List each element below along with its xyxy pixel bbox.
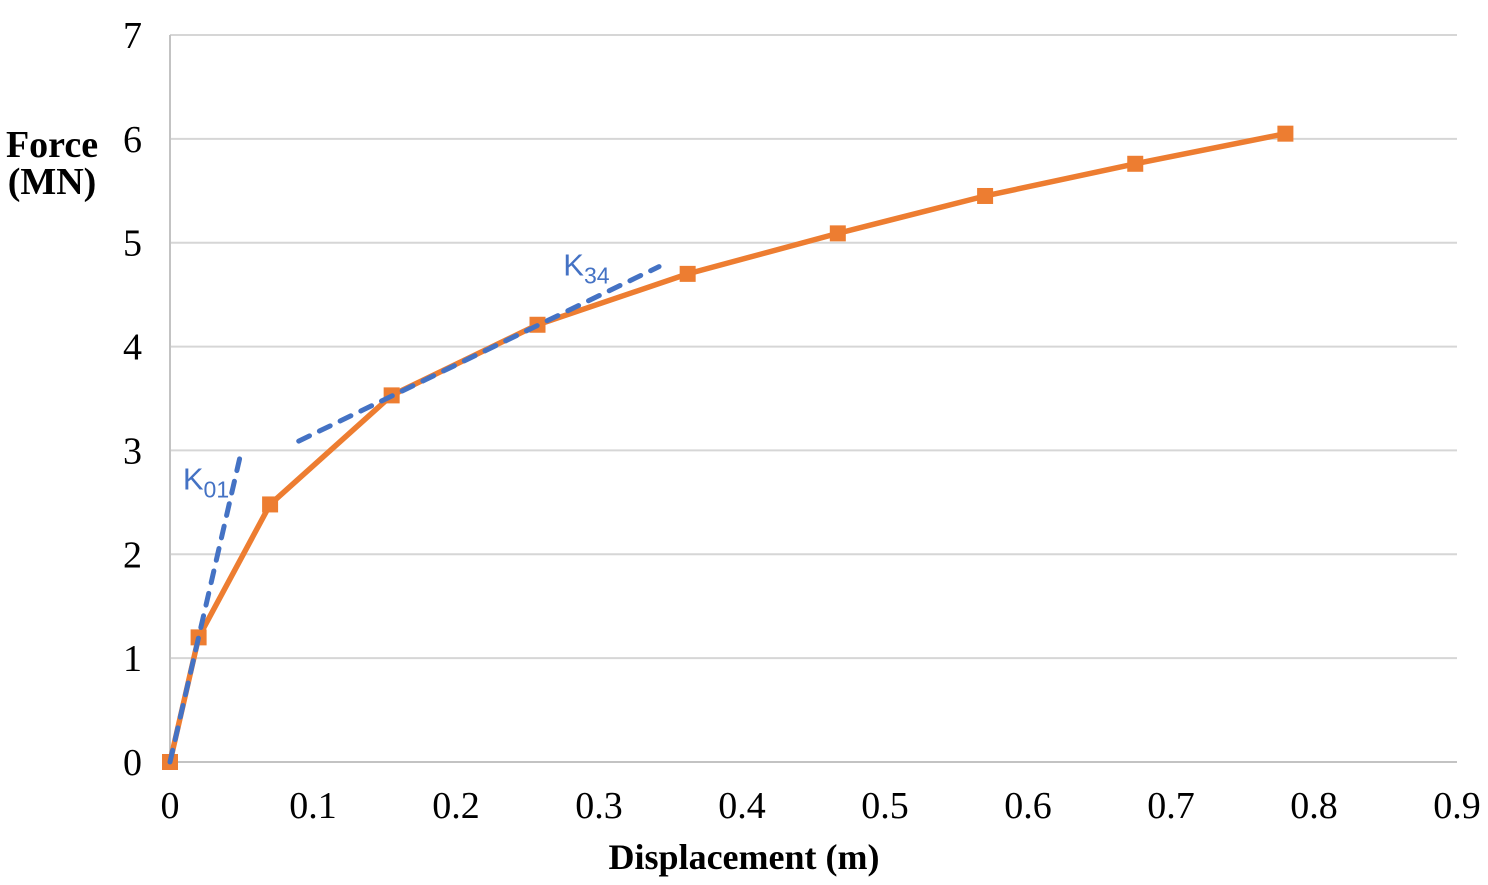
x-tick-label: 0.8 — [1290, 785, 1338, 827]
x-tick-label: 0.6 — [1004, 785, 1052, 827]
data-point-marker — [679, 265, 696, 282]
y-tick-label: 2 — [123, 534, 142, 576]
x-tick-label: 0.2 — [432, 785, 480, 827]
x-tick-label: 0 — [161, 785, 180, 827]
y-tick-label: 7 — [123, 15, 142, 57]
data-point-marker — [977, 187, 994, 204]
y-axis-title: Force (MN) — [4, 124, 100, 203]
data-point-marker — [262, 496, 279, 513]
y-tick-label: 0 — [123, 742, 142, 784]
x-axis-title: Displacement (m) — [608, 837, 880, 877]
k34-label: K34 — [563, 248, 609, 289]
y-axis-title-line2: (MN) — [7, 161, 97, 203]
k34-stiffness-line — [296, 264, 662, 444]
x-tick-label: 0.1 — [289, 785, 337, 827]
x-tick-label: 0.4 — [718, 785, 766, 827]
y-tick-label: 4 — [123, 327, 142, 369]
k01-label: K01 — [183, 461, 229, 502]
force-displacement-curve — [167, 130, 1289, 765]
y-tick-label: 1 — [123, 638, 142, 680]
x-tick-label: 0.9 — [1433, 785, 1481, 827]
x-tick-label: 0.7 — [1147, 785, 1195, 827]
y-tick-label: 5 — [123, 223, 142, 265]
y-tick-label: 3 — [123, 430, 142, 472]
x-tick-label: 0.5 — [861, 785, 909, 827]
k01-stiffness-line — [167, 447, 244, 765]
data-point-marker — [1127, 155, 1144, 172]
data-point-marker — [829, 225, 846, 242]
x-tick-label: 0.3 — [575, 785, 623, 827]
data-point-marker — [1277, 125, 1294, 142]
y-tick-label: 6 — [123, 119, 142, 161]
y-axis-title-line1: Force — [5, 124, 99, 166]
